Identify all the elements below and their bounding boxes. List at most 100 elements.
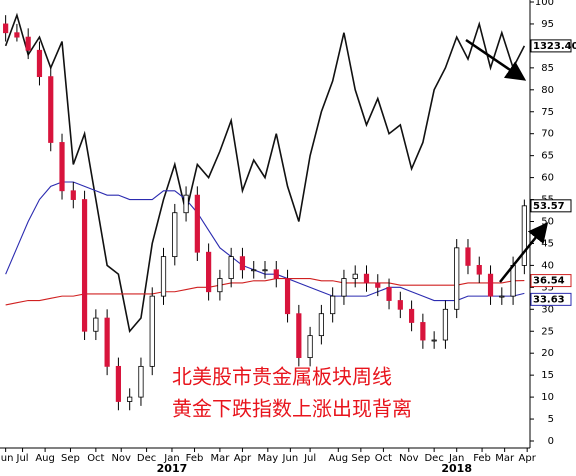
plot-area <box>3 12 527 411</box>
x-tick-label: Mar <box>495 453 515 464</box>
x-tick-label: Aug <box>329 453 349 464</box>
y-tick-label: 40 <box>541 260 554 271</box>
arrow-down <box>465 38 527 81</box>
candle-body <box>386 286 392 301</box>
candle-body <box>14 32 20 38</box>
candle-body <box>149 295 155 367</box>
candle-body <box>397 300 403 310</box>
y-tick-label: 80 <box>541 85 554 96</box>
x-tick-label: Sep <box>351 453 370 464</box>
x-tick-label: Jul <box>16 453 29 464</box>
candle-body <box>431 339 437 342</box>
y-tick-label: 10 <box>541 392 554 403</box>
value-label: 53.57 <box>533 201 565 212</box>
year-label: 2018 <box>441 462 472 475</box>
arrow-up <box>499 222 549 283</box>
candle-body <box>465 247 471 266</box>
x-tick-label: Nov <box>399 453 419 464</box>
candle-body <box>93 317 99 332</box>
y-tick-label: 70 <box>541 129 554 140</box>
candle-body <box>487 273 494 297</box>
value-label: 33.63 <box>533 294 565 305</box>
x-tick-label: Jul <box>303 453 316 464</box>
candle-body <box>115 365 122 402</box>
x-tick-label: Mar <box>210 453 230 464</box>
candle-body <box>217 278 223 293</box>
x-tick-label: Jun <box>0 453 13 464</box>
value-label-box <box>530 199 572 213</box>
candle-body <box>341 278 347 297</box>
value-label: 1323.40 <box>533 41 576 52</box>
candle-body <box>420 322 426 341</box>
x-tick-label: Aug <box>35 453 55 464</box>
candle-body <box>228 256 234 279</box>
candle-body <box>81 199 88 332</box>
x-tick-label: Apr <box>234 453 252 464</box>
candle-body <box>296 313 302 358</box>
y-tick-label: 65 <box>541 151 554 162</box>
candle-body <box>251 269 257 272</box>
y-tick-label: 5 <box>548 414 554 425</box>
candle-body <box>172 212 178 258</box>
y-tick-label: 100 <box>535 0 554 8</box>
candle-body <box>48 76 54 143</box>
candle-body <box>521 205 527 266</box>
x-tick-label: Jan <box>163 453 179 464</box>
x-tick-label: Oct <box>375 453 392 464</box>
candle-body <box>239 256 246 271</box>
x-tick-label: Oct <box>87 453 104 464</box>
y-tick-label: 75 <box>541 107 554 118</box>
candle-body <box>70 190 76 200</box>
x-tick-label: Apr <box>519 453 537 464</box>
x-tick-label: Feb <box>186 453 204 464</box>
candle-body <box>194 194 200 253</box>
y-tick-label: 50 <box>541 217 554 228</box>
candle-body <box>262 269 268 272</box>
candle-body <box>318 313 324 337</box>
candle-body <box>330 295 336 315</box>
candle-body <box>454 247 460 310</box>
candle-body <box>206 251 212 293</box>
x-tick-label: May <box>257 453 278 464</box>
candle-body <box>442 308 449 341</box>
value-label-box <box>530 292 572 306</box>
year-label: 2017 <box>157 462 188 475</box>
candle-body <box>59 142 65 192</box>
y-tick-label: 60 <box>541 173 554 184</box>
line-series <box>5 278 525 306</box>
value-label-box <box>530 274 572 288</box>
candle-body <box>375 282 381 288</box>
x-tick-label: Nov <box>111 453 131 464</box>
candle-body <box>138 365 144 398</box>
y-tick-label: 25 <box>541 326 554 337</box>
x-tick-label: Feb <box>473 453 491 464</box>
candle-body <box>127 396 133 402</box>
candle-body <box>36 49 43 78</box>
candle-body <box>352 273 358 279</box>
value-label-box <box>530 39 572 53</box>
candle-body <box>183 194 189 214</box>
y-tick-label: 35 <box>541 282 554 293</box>
x-tick-label: Jun <box>282 453 299 464</box>
y-tick-label: 0 <box>548 436 554 447</box>
candle-body <box>104 317 110 367</box>
candle-body <box>476 264 482 275</box>
value-label: 36.54 <box>533 276 565 287</box>
y-tick-label: 20 <box>541 348 554 359</box>
x-tick-label: Jan <box>448 453 464 464</box>
candle-body <box>499 295 505 298</box>
candle-body <box>510 264 516 297</box>
x-tick-label: Dec <box>137 453 156 464</box>
candle-body <box>25 36 31 51</box>
x-tick-label: Dec <box>424 453 443 464</box>
candle-body <box>307 335 313 358</box>
line-series <box>4 12 526 334</box>
candle-body <box>273 269 279 279</box>
y-tick-label: 15 <box>541 370 554 381</box>
candle-body <box>363 273 370 284</box>
candle-body <box>284 278 291 315</box>
y-tick-label: 45 <box>541 238 554 249</box>
y-tick-label: 85 <box>541 63 554 74</box>
annotation: 北美股市贵金属板块周线 <box>172 365 392 389</box>
